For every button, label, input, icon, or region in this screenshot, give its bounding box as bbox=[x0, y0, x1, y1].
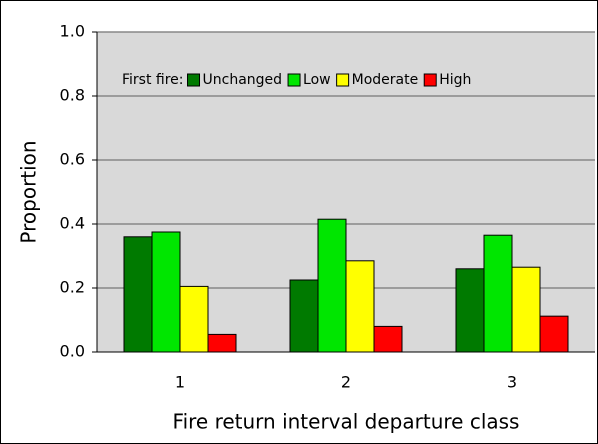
y-tick-label: 1.0 bbox=[60, 22, 85, 41]
legend-label: Unchanged bbox=[203, 72, 283, 88]
bar bbox=[345, 260, 375, 353]
bar bbox=[179, 285, 209, 353]
bar bbox=[483, 234, 513, 353]
legend-label: Low bbox=[303, 72, 331, 88]
bar bbox=[539, 315, 569, 353]
y-tick-label: 0.2 bbox=[60, 278, 85, 297]
bar bbox=[317, 218, 347, 353]
bar bbox=[373, 325, 403, 353]
legend-title: First fire: bbox=[122, 72, 184, 88]
y-tick-label: 0.0 bbox=[60, 342, 85, 361]
bar bbox=[151, 231, 181, 353]
bar bbox=[207, 333, 237, 353]
y-tick-label: 0.6 bbox=[60, 150, 85, 169]
x-tick-label: 2 bbox=[341, 373, 351, 392]
bar bbox=[455, 268, 485, 353]
legend-label: High bbox=[439, 72, 471, 88]
x-tick-label: 1 bbox=[175, 373, 185, 392]
x-axis-label: Fire return interval departure class bbox=[173, 410, 520, 434]
y-axis-label: Proportion bbox=[17, 140, 41, 243]
legend-swatch bbox=[423, 73, 437, 87]
legend-label: Moderate bbox=[352, 72, 419, 88]
x-tick-label: 3 bbox=[507, 373, 517, 392]
bar bbox=[123, 236, 153, 353]
bar bbox=[511, 266, 541, 353]
legend-swatch bbox=[336, 73, 350, 87]
y-tick-label: 0.4 bbox=[60, 214, 85, 233]
legend-swatch bbox=[287, 73, 301, 87]
legend-swatch bbox=[187, 73, 201, 87]
y-tick-label: 0.8 bbox=[60, 86, 85, 105]
bar bbox=[289, 279, 319, 353]
